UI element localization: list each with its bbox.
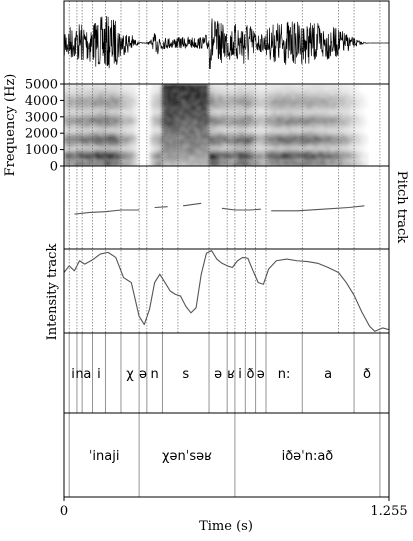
waveform-trace [63, 15, 390, 70]
spectrogram-image [64, 84, 369, 166]
frequency-tick-label-3: 2000 [25, 127, 58, 142]
pitch-contour-4 [221, 207, 261, 211]
word-label-3: iðəˈn:að [282, 449, 334, 464]
frequency-tick-label-2: 1000 [25, 143, 58, 158]
frequency-tick-label-1: 0 [50, 160, 58, 175]
segment-label-3: a [83, 367, 91, 382]
segment-label-5: χ [126, 367, 134, 382]
pitch-contour-5 [271, 205, 365, 212]
pitch-track-label: Pitch track [394, 171, 409, 243]
word-label-2: χənˈsəʁ [162, 449, 212, 464]
segment-label-4: i [97, 367, 101, 382]
segment-label-10: ʁ [227, 367, 235, 382]
segment-label-13: ə [257, 367, 265, 382]
frequency-tick-label-6: 5000 [25, 78, 58, 93]
segment-label-6: ə [139, 367, 147, 382]
pitch-contour-2 [154, 206, 168, 209]
segment-label-14: n: [278, 367, 291, 382]
spectrogram-panel [64, 84, 369, 166]
time-axis-label: Time (s) [199, 519, 253, 534]
frequency-axis-label: Frequency (Hz) [3, 74, 18, 177]
panel-frames [63, 0, 390, 498]
pitch-contour-1 [74, 209, 140, 215]
intensity-track-label: Intensity track [45, 244, 60, 341]
segment-label-1: i [71, 367, 75, 382]
segment-label-16: ð [363, 367, 371, 382]
frequency-tick-label-5: 4000 [25, 94, 58, 109]
pitch-contour-3 [183, 202, 202, 207]
time-tick-label-2: 1.255 [370, 504, 407, 519]
word-label-1: ˈinaji [89, 449, 120, 464]
frequency-tick-label-4: 3000 [25, 110, 58, 125]
word-tier: ˈinaji χənˈsəʁ iðəˈn:að [68, 413, 381, 497]
pitch-panel [74, 202, 365, 215]
waveform-panel [63, 15, 390, 70]
segment-label-8: s [182, 367, 189, 382]
segment-label-9: ə [214, 367, 222, 382]
segment-label-7: n [151, 367, 159, 382]
intensity-panel [63, 250, 390, 332]
boundary-lines [68, 1, 381, 333]
intensity-contour [63, 250, 390, 332]
segment-tier: i n a i χ ə n s ə ʁ i ð ə n: a ð [68, 333, 381, 413]
segment-label-2: n [75, 367, 83, 382]
segment-label-15: a [324, 367, 332, 382]
segment-label-11: i [238, 367, 242, 382]
time-tick-label-1: 0 [60, 504, 68, 519]
segment-label-12: ð [246, 367, 254, 382]
time-axis: 0 1.255 [60, 497, 408, 519]
